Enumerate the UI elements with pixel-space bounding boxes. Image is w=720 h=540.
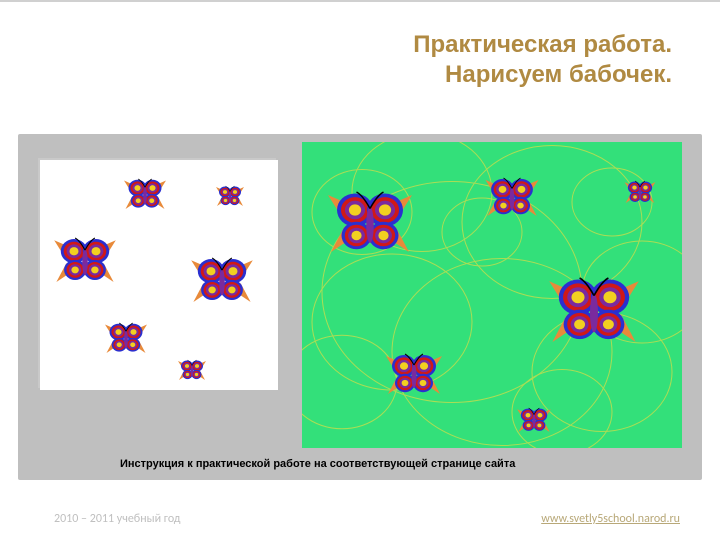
butterflies-right [302,142,682,448]
instruction-text: Инструкция к практической работе на соот… [120,458,515,470]
footer-year: 2010 – 2011 учебный год [54,512,181,526]
title-line2: Нарисуем бабочек. [413,60,672,90]
title-line1: Практическая работа. [413,30,672,60]
footer-link[interactable]: www.svetly5school.narod.ru [541,512,680,526]
panel-right [302,142,682,448]
slide-title: Практическая работа. Нарисуем бабочек. [413,30,672,90]
panel-left [38,158,276,388]
butterflies-left [40,160,278,390]
